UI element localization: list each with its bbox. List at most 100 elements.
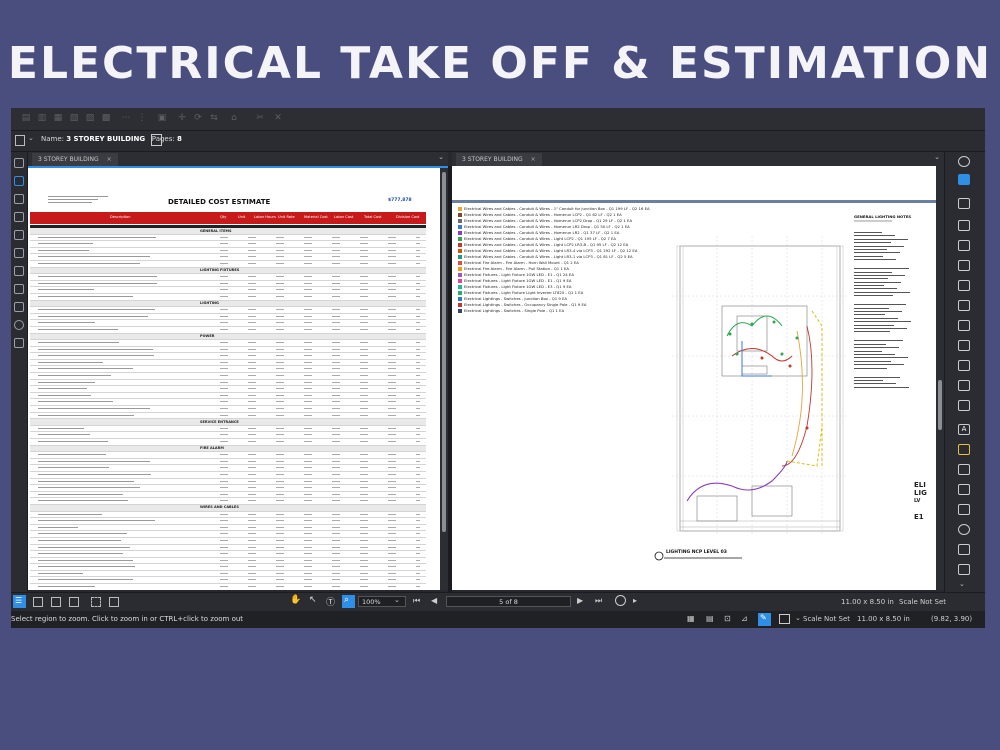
chevron-down-icon[interactable]: ⌄ (438, 153, 444, 161)
chevron-down-icon[interactable]: ⌄ (28, 134, 34, 142)
page-properties-icon[interactable] (151, 134, 162, 146)
single-page-icon[interactable] (33, 597, 43, 607)
search-icon[interactable] (14, 320, 24, 330)
distribute-horizontal-icon[interactable]: ⋯ (121, 113, 131, 123)
chevron-down-icon[interactable]: ⌄ (934, 153, 940, 161)
flip-icon[interactable]: ⇆ (209, 113, 219, 123)
lock-icon[interactable]: ⌂ (229, 113, 239, 123)
row-placeholder-line (38, 481, 134, 482)
eraser-icon[interactable] (958, 484, 970, 495)
measurements-icon[interactable] (14, 302, 24, 312)
left-document-view[interactable]: $777,878 DETAILED COST ESTIMATE Descript… (28, 168, 440, 590)
section-title: LIGHTING FIXTURES (200, 268, 239, 272)
text-icon[interactable]: A (958, 424, 970, 435)
text-box-icon[interactable] (958, 240, 970, 251)
align-middle-icon[interactable]: ▨ (85, 113, 95, 123)
note-line (854, 246, 904, 247)
align-left-icon[interactable]: ▤ (21, 113, 31, 123)
split-vertical-icon[interactable] (51, 597, 61, 607)
stamp-icon[interactable] (958, 504, 970, 515)
move-icon[interactable]: ✛ (177, 113, 187, 123)
sync-markups-icon[interactable] (779, 614, 790, 624)
navigation-bar: ☰ ✋ ↖ Ⓣ ⌕ 100% ⌄ ⏮ ◀ 5 of 8 ▶ ⏭ ▸ 11.00 … (11, 592, 985, 611)
left-vertical-scrollbar[interactable] (440, 168, 448, 590)
settings-icon[interactable] (958, 156, 970, 167)
tag-icon[interactable] (14, 284, 24, 294)
select-arrow-icon[interactable]: ↖ (309, 595, 317, 605)
markups-icon[interactable] (14, 266, 24, 276)
user-icon[interactable] (958, 544, 970, 555)
toolbox-icon[interactable] (14, 248, 24, 258)
refresh-icon[interactable] (958, 198, 970, 209)
bookmarks-icon[interactable] (14, 194, 24, 204)
forward-view-icon[interactable]: ▸ (633, 596, 637, 605)
callout-icon[interactable] (958, 260, 970, 271)
scroll-thumb[interactable] (938, 380, 942, 430)
row-cost-marks (220, 322, 420, 323)
page-icon[interactable] (958, 220, 970, 231)
sync-icon[interactable] (109, 597, 119, 607)
right-document-view[interactable]: Electrical Wires and Cables - Conduit & … (452, 166, 936, 590)
polyline-icon[interactable] (958, 300, 970, 311)
snap-markup-icon[interactable]: ⊿ (741, 614, 748, 623)
right-vertical-scrollbar[interactable] (936, 166, 944, 590)
measure-length-icon[interactable] (958, 320, 970, 331)
file-icon[interactable] (14, 158, 24, 168)
first-page-icon[interactable]: ⏮ (413, 596, 420, 606)
image-icon[interactable] (958, 564, 970, 575)
document-icon[interactable] (15, 135, 25, 146)
tab-left-document[interactable]: 3 STOREY BUILDING × (32, 153, 118, 166)
pen-icon[interactable] (958, 464, 970, 475)
row-placeholder-line (38, 579, 133, 580)
select-text-icon[interactable]: Ⓣ (326, 595, 335, 608)
grid-toggle-icon[interactable]: ▦ (687, 614, 695, 623)
links-icon[interactable] (14, 338, 24, 348)
rotate-icon[interactable]: ⟳ (193, 113, 203, 123)
properties-icon[interactable] (14, 230, 24, 240)
group-icon[interactable]: ▣ (157, 113, 167, 123)
row-placeholder-line (38, 415, 134, 416)
last-page-icon[interactable]: ⏭ (595, 596, 602, 606)
split-horizontal-icon[interactable] (69, 597, 79, 607)
shape-icon[interactable] (958, 280, 970, 291)
scale-dropdown[interactable]: Scale Not Set (803, 615, 850, 623)
sheet-row (30, 307, 426, 314)
cloud-icon[interactable] (958, 524, 970, 535)
chevron-down-icon[interactable]: ⌄ (394, 596, 400, 604)
sheet-row (30, 235, 426, 242)
ungroup-icon[interactable]: ✕ (273, 113, 283, 123)
back-view-icon[interactable] (615, 595, 626, 606)
align-right-icon[interactable]: ▦ (53, 113, 63, 123)
next-page-icon[interactable]: ▶ (577, 596, 583, 605)
drawing-level-title: LIGHTING NCP LEVEL 03 (666, 550, 727, 555)
page-number-input[interactable]: 5 of 8 (446, 596, 571, 607)
count-icon[interactable] (958, 360, 970, 371)
highlighter-icon[interactable] (958, 444, 970, 455)
chevron-down-icon[interactable]: ⌄ (795, 614, 801, 622)
thumbnails-icon[interactable] (14, 176, 24, 186)
align-center-icon[interactable]: ▥ (37, 113, 47, 123)
note-line (854, 328, 907, 329)
close-icon[interactable]: × (531, 156, 536, 163)
tab-right-document[interactable]: 3 STOREY BUILDING × (456, 153, 542, 166)
snap-content-icon[interactable]: ⊡ (724, 614, 731, 623)
sheet-row (30, 459, 426, 466)
keyboard-icon[interactable] (958, 174, 970, 185)
distribute-vertical-icon[interactable]: ⋮ (137, 113, 147, 123)
sheet-section-row: FIRE ALARM (30, 446, 426, 453)
sheet-row (30, 551, 426, 558)
previous-page-icon[interactable]: ◀ (431, 596, 437, 605)
chevron-down-icon[interactable]: ⌄ (959, 580, 965, 588)
close-icon[interactable]: × (107, 156, 112, 163)
measure-area-icon[interactable] (958, 340, 970, 351)
scroll-thumb[interactable] (442, 172, 446, 532)
align-bottom-icon[interactable]: ▩ (101, 113, 111, 123)
snap-grid-icon[interactable]: ▤ (706, 614, 714, 623)
pan-hand-icon[interactable]: ✋ (290, 595, 301, 605)
layers-icon[interactable] (14, 212, 24, 222)
grid-view-icon[interactable] (91, 597, 101, 607)
crop-icon[interactable]: ✂ (255, 113, 265, 123)
diameter-icon[interactable] (958, 400, 970, 411)
volume-icon[interactable] (958, 380, 970, 391)
align-top-icon[interactable]: ▧ (69, 113, 79, 123)
